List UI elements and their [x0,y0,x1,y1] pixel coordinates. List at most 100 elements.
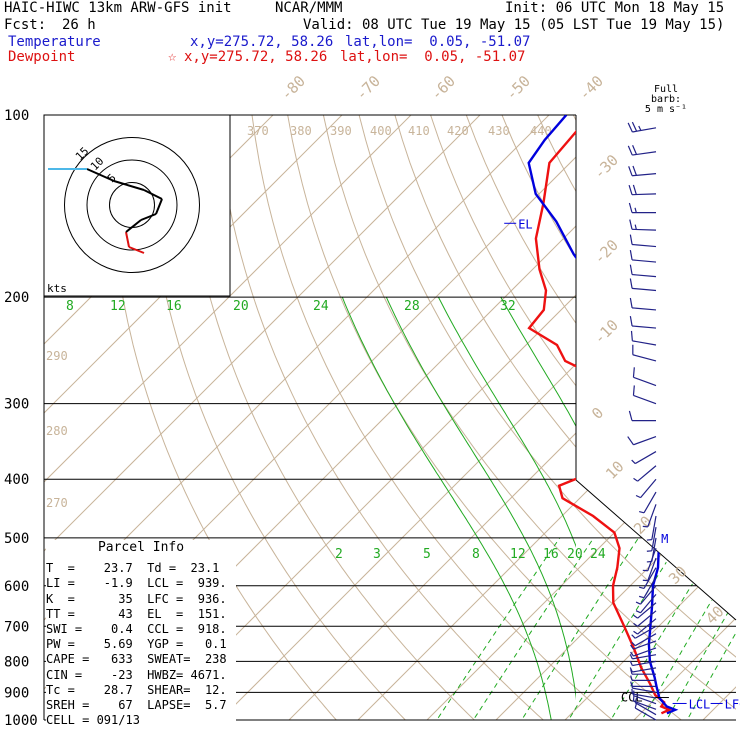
parcel-row: K = 35 LFC = 936. [46,591,227,606]
isotherm-labels: -80 -70 -60 -50 -40 -30 -20 -10 0 10 20 30 40 [277,72,728,628]
moist-adiabat-label: 28 [404,299,420,314]
wind-barb-flag [631,459,636,464]
wind-barb [633,465,657,482]
wind-barb-staff [632,243,657,248]
wind-barb-staff [633,694,657,705]
wind-barb [631,451,657,465]
parcel-row: T = 23.7 Td = 23.1 [46,561,220,576]
init-time: Init: 06 UTC Mon 18 May 15 [505,0,725,16]
wind-barb [630,669,656,675]
wind-barb-staff [632,259,657,263]
isotherm-label: 30 [665,562,691,588]
wind-barb-flag [632,184,637,195]
dewpoint-legend: Dewpoint [8,49,76,65]
theta-label: 380 [290,124,312,138]
wind-barb-flag [632,145,638,155]
hodograph-segment [125,231,130,248]
wind-barb [632,344,657,362]
wind-barb-flag [633,614,638,619]
parcel-row: LI = -1.9 LCL = 939. [46,576,227,591]
parcel-row: TT = 43 EL = 151. [46,606,227,621]
wind-barb [627,145,657,156]
dry-adiabat-line [537,115,736,720]
pressure-label: 900 [4,685,29,701]
mixing-ratio-label: 3 [373,547,381,562]
hodograph-trace [48,168,163,254]
wind-barb-staff [647,557,657,581]
isotherm-label: -60 [427,72,459,104]
wind-barb-flag [629,660,633,666]
moist-adiabat-line [341,296,552,720]
moist-adiabat-line [385,296,576,701]
wind-barb-flag [632,385,635,396]
dry-adiabat-line [680,115,736,720]
wind-barb-staff [633,640,657,650]
wind-barb [628,165,657,177]
forecast-hours: 26 h [62,17,96,33]
isotherm-line [702,115,736,720]
wind-barb [628,410,656,422]
wind-barb-flag [630,675,633,681]
lcl-label: LCL [689,697,711,711]
wind-barb-flag [628,184,633,195]
theta-label: 440 [530,124,552,138]
wind-barb [635,585,657,605]
hodograph-units-label: kts [47,282,67,295]
wind-barb [627,121,657,133]
wind-barb-staff [632,354,657,362]
wind-barb [630,647,657,657]
forecast-label: Fcst: [4,17,47,33]
wind-barb [639,491,657,514]
wind-barb-flag [627,436,634,446]
wind-barb-flag [630,330,633,341]
theta-label: 420 [447,124,469,138]
isotherm-label: -50 [502,72,534,104]
isotherm-label: 40 [702,602,728,628]
isotherm-label: -70 [352,72,384,104]
moist-adiabat-labels: 8 12 16 20 24 28 32 [66,299,516,314]
wind-barb [642,557,657,582]
wind-barb-flag [633,630,638,635]
theta-label: 400 [370,124,392,138]
wind-barb-staff [632,273,657,278]
wind-barb [633,610,657,627]
dewpoint-xy: x,y=275.72, 58.26 [184,49,328,65]
wind-barb-flag [628,410,633,421]
mixing-ratio-label: 20 [567,547,583,562]
dry-adiabat-line [322,115,736,720]
wind-barb-flag [639,595,645,599]
wind-barb-flag [629,316,633,327]
parcel-row: CIN = -23 HWBZ= 4671. [46,667,227,682]
parcel-info-title: Parcel Info [97,540,185,555]
wind-barb-staff [632,667,657,673]
mixing-ratio-line [464,537,595,720]
isotherm-line [44,115,550,720]
pressure-label: 800 [4,654,29,670]
parcel-row: CELL = 091/13 [46,713,140,728]
wind-barb [629,219,657,231]
wind-barb-staff [647,504,657,528]
isotherm-line [219,115,736,720]
wind-barb-flag [634,224,637,230]
wind-barb [642,547,657,572]
wind-barb-flag [630,669,633,675]
wind-barb-staff [633,376,657,387]
wind-barb [631,633,657,647]
wind-barb [635,594,657,614]
wind-barb-flag [635,610,641,614]
el-label: EL [518,217,532,231]
isotherm-label: -80 [277,72,309,104]
wind-barb-staff [633,700,657,710]
mixing-ratio-label: 2 [335,547,343,562]
wind-barb-staff [634,707,657,721]
wind-barb-flag [631,641,636,647]
theta-label: 390 [330,124,352,138]
wind-barb [629,654,657,660]
wind-barb-flag [632,165,637,176]
wind-barb-staff [651,515,657,540]
wind-barbs [627,121,657,721]
wind-barb-flag [629,297,633,308]
isotherm-label: -30 [590,151,622,183]
moist-adiabat-label: 32 [500,299,516,314]
